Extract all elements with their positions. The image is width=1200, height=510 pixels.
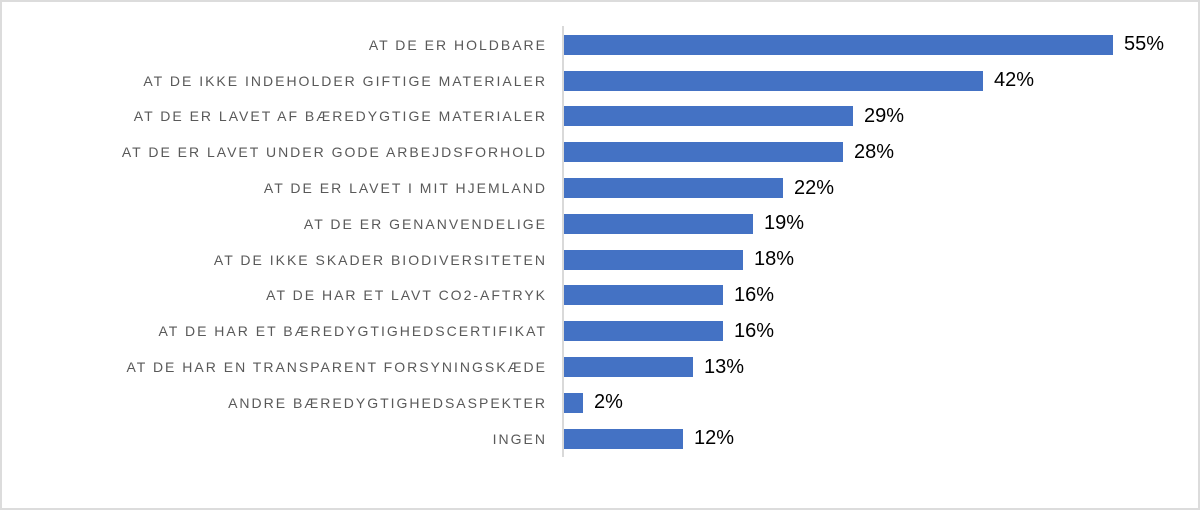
bar[interactable] [563, 70, 983, 91]
bar-area: 16% [563, 278, 1198, 314]
bar-row: INGEN 12% [2, 421, 1198, 457]
category-label: AT DE ER LAVET AF BÆREDYGTIGE MATERIALER [133, 108, 547, 125]
bar[interactable] [563, 106, 853, 127]
bar-row: AT DE HAR ET BÆREDYGTIGHEDSCERTIFIKAT 16… [2, 313, 1198, 349]
bar[interactable] [563, 142, 843, 163]
category-label: INGEN [492, 430, 547, 447]
value-label: 19% [764, 212, 805, 235]
bar-area: 18% [563, 242, 1198, 278]
bar-area: 12% [563, 421, 1198, 457]
bar-row: AT DE ER LAVET I MIT HJEMLAND 22% [2, 170, 1198, 206]
category-label: AT DE ER HOLDBARE [368, 36, 547, 53]
value-label: 29% [864, 104, 905, 127]
bar-area: 13% [563, 349, 1198, 385]
bar-area: 55% [563, 27, 1198, 63]
bar-area: 29% [563, 99, 1198, 135]
value-label: 13% [704, 355, 745, 378]
bar[interactable] [563, 249, 743, 270]
bar-row: AT DE IKKE SKADER BIODIVERSITETEN 18% [2, 242, 1198, 278]
value-label: 28% [854, 140, 895, 163]
bar-area: 22% [563, 170, 1198, 206]
y-axis-line [562, 26, 564, 457]
category-label: ANDRE BÆREDYGTIGHEDSASPEKTER [228, 394, 547, 411]
value-label: 18% [754, 248, 795, 271]
bar[interactable] [563, 285, 723, 306]
category-label: AT DE HAR ET LAVT CO2-AFTRYK [266, 287, 547, 304]
value-label: 55% [1124, 33, 1165, 56]
bar[interactable] [563, 428, 683, 449]
category-label: AT DE ER LAVET UNDER GODE ARBEJDSFORHOLD [121, 144, 547, 161]
value-label: 12% [694, 427, 735, 450]
bar[interactable] [563, 34, 1113, 55]
value-label: 42% [994, 69, 1035, 92]
category-label: AT DE IKKE INDEHOLDER GIFTIGE MATERIALER [143, 72, 547, 89]
bar[interactable] [563, 357, 693, 378]
bar-row: ANDRE BÆREDYGTIGHEDSASPEKTER 2% [2, 385, 1198, 421]
bar-area: 42% [563, 63, 1198, 99]
bar-row: AT DE ER GENANVENDELIGE 19% [2, 206, 1198, 242]
category-label: AT DE ER GENANVENDELIGE [303, 215, 547, 232]
bar-rows: AT DE ER HOLDBARE 55% AT DE IKKE INDEHOL… [2, 27, 1198, 457]
bar-area: 16% [563, 313, 1198, 349]
category-label: AT DE HAR EN TRANSPARENT FORSYNINGSKÆDE [126, 359, 547, 376]
bar-row: AT DE ER LAVET UNDER GODE ARBEJDSFORHOLD… [2, 134, 1198, 170]
bar[interactable] [563, 178, 783, 199]
value-label: 22% [794, 176, 835, 199]
value-label: 16% [734, 319, 775, 342]
bar-row: AT DE ER LAVET AF BÆREDYGTIGE MATERIALER… [2, 99, 1198, 135]
category-label: AT DE IKKE SKADER BIODIVERSITETEN [213, 251, 547, 268]
bar-area: 19% [563, 206, 1198, 242]
category-label: AT DE ER LAVET I MIT HJEMLAND [263, 180, 547, 197]
value-label: 2% [594, 391, 623, 414]
category-label: AT DE HAR ET BÆREDYGTIGHEDSCERTIFIKAT [158, 323, 547, 340]
bar[interactable] [563, 213, 753, 234]
bar-area: 28% [563, 134, 1198, 170]
bar-row: AT DE HAR ET LAVT CO2-AFTRYK 16% [2, 278, 1198, 314]
bar-row: AT DE ER HOLDBARE 55% [2, 27, 1198, 63]
bar-row: AT DE HAR EN TRANSPARENT FORSYNINGSKÆDE … [2, 349, 1198, 385]
bar-row: AT DE IKKE INDEHOLDER GIFTIGE MATERIALER… [2, 63, 1198, 99]
value-label: 16% [734, 283, 775, 306]
bar[interactable] [563, 321, 723, 342]
bar-area: 2% [563, 385, 1198, 421]
bar[interactable] [563, 392, 583, 413]
